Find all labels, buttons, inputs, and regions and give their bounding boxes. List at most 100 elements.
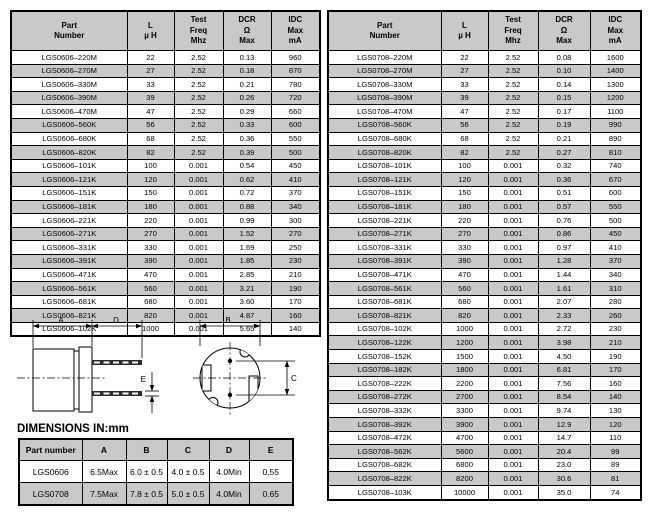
table-cell: 680: [440, 294, 489, 310]
table-cell: 5600: [440, 444, 489, 459]
table-cell: 340: [589, 267, 642, 283]
table-cell: 470: [440, 267, 489, 283]
table-cell: 370: [589, 253, 642, 269]
table-cell: 3900: [440, 417, 489, 432]
table-cell: LGS0708–102K: [327, 321, 442, 337]
table-row: LGS0606–271K 270 0.001 1.52 270: [10, 226, 321, 242]
table-cell: 1400: [589, 63, 642, 79]
table-cell: 0.001: [487, 321, 539, 337]
table-row: LGS0708–681K 680 0.001 2.07 280: [327, 294, 642, 310]
table-cell: LGS0606–151K: [10, 185, 128, 201]
table-cell: LGS0708–152K: [327, 349, 442, 364]
table-cell: 0.001: [487, 457, 539, 473]
table-cell: 1600: [589, 50, 642, 65]
column-header: Test Freq Mhz: [173, 10, 224, 51]
table-row: LGS0708–471K 470 0.001 1.44 340: [327, 267, 642, 283]
table-row: LGS0708–331K 330 0.001 0.97 410: [327, 240, 642, 255]
table-row: LGS0606–331K 330 0.001 1.69 250: [10, 240, 321, 255]
table-cell: 47: [440, 104, 489, 119]
table-cell: 150: [440, 185, 489, 201]
table-row: LGS0606–820K 82 2.52 0.39 500: [10, 145, 321, 160]
table-cell: 410: [589, 240, 642, 255]
table-cell: 0.29: [222, 104, 272, 119]
table-cell: 0.001: [487, 444, 539, 459]
table-row: LGS0606–220M 22 2.52 0.13 960: [10, 50, 321, 65]
table-cell: 2.52: [173, 90, 224, 106]
dim-label-e: E: [141, 375, 146, 384]
column-header: Test Freq Mhz: [487, 10, 539, 51]
table-cell: LGS0606–561K: [10, 281, 128, 296]
table-cell: 180: [440, 199, 489, 215]
table-cell: 0.001: [487, 335, 539, 351]
table-cell: 2.52: [173, 50, 224, 65]
inductor-base: [78, 346, 93, 413]
table-cell: 0.14: [537, 77, 591, 92]
table-cell: 140: [270, 321, 321, 337]
table-cell: 340: [270, 199, 321, 215]
table-cell: LGS0708–390M: [327, 90, 442, 106]
table-cell: 1200: [440, 335, 489, 351]
table-cell: 2.52: [487, 104, 539, 119]
table-cell: 6.0 ± 0.5: [125, 460, 168, 483]
table-cell: 2.52: [173, 104, 224, 119]
table-cell: 7.5Max: [81, 482, 127, 506]
table-cell: 2.52: [487, 131, 539, 147]
table-cell: LGS0708–272K: [327, 389, 442, 405]
table-cell: LGS0708–470M: [327, 104, 442, 119]
table-cell: LGS0606–221K: [10, 213, 128, 228]
table-cell: LGS0708–222K: [327, 376, 442, 391]
table-cell: 0.15: [537, 90, 591, 106]
table-cell: 0.001: [487, 417, 539, 432]
table-cell: 74: [589, 484, 642, 501]
table-cell: 220: [126, 213, 175, 228]
table-row: LGS0606–391K 390 0.001 1.85 230: [10, 253, 321, 269]
table-cell: 8.54: [537, 389, 591, 405]
table-cell: 0.88: [222, 199, 272, 215]
table-row: LGS0708–220M 22 2.52 0.08 1600: [327, 50, 642, 65]
column-header: DCR Ω Max: [537, 10, 591, 51]
table-row: LGS0708–330M 33 2.52 0.14 1300: [327, 77, 642, 92]
table-cell: 870: [270, 63, 321, 79]
table-cell: 0.26: [222, 90, 272, 106]
table-cell: 2200: [440, 376, 489, 391]
table-row: LGS0708–103K 10000 0.001 35.0 74: [327, 484, 642, 501]
table-cell: LGS0708–471K: [327, 267, 442, 283]
table-cell: LGS0606–471K: [10, 267, 128, 283]
table-row: LGS0606–471K 470 0.001 2.85 210: [10, 267, 321, 283]
table-cell: 10000: [440, 484, 489, 501]
table-cell: 230: [270, 253, 321, 269]
table-cell: 2.52: [487, 50, 539, 65]
table-cell: 2.52: [173, 145, 224, 160]
table-cell: 1.61: [537, 281, 591, 296]
table-cell: 260: [589, 308, 642, 323]
table-cell: 0.001: [487, 430, 539, 446]
table-cell: 140: [589, 389, 642, 405]
table-cell: LGS0606–271K: [10, 226, 128, 242]
table-cell: 210: [270, 267, 321, 283]
table-cell: 780: [270, 77, 321, 92]
notch-bottom-left: [207, 397, 219, 408]
table-cell: 0.001: [487, 281, 539, 296]
column-header: DCR Ω Max: [222, 10, 272, 51]
table-cell: LGS0606–390M: [10, 90, 128, 106]
table-cell: LGS0606: [18, 460, 83, 483]
table-cell: 0.001: [487, 484, 539, 501]
column-header: Part Number: [10, 10, 128, 51]
table-cell: 0.76: [537, 213, 591, 228]
table-cell: 3.60: [222, 294, 272, 310]
table-cell: 600: [589, 185, 642, 201]
table-row: LGS0606 6.5Max 6.0 ± 0.5 4.0 ± 0.5 4.0Min 0.5…: [18, 460, 294, 483]
inductor-body: [32, 348, 75, 412]
table-row: LGS0606–390M 39 2.52 0.26 720: [10, 90, 321, 106]
table-cell: LGS0708–182K: [327, 362, 442, 378]
table-row: LGS0708–272K 2700 0.001 8.54 140: [327, 389, 642, 405]
table-cell: LGS0606–331K: [10, 240, 128, 255]
table-row: LGS0606–681K 680 0.001 3.60 170: [10, 294, 321, 310]
table-cell: 0.55: [248, 460, 294, 483]
column-header: IDC Max mA: [270, 10, 321, 51]
table-cell: 23.0: [537, 457, 591, 473]
table-cell: 2.07: [537, 294, 591, 310]
right-slot: [248, 375, 259, 403]
pin-top: [227, 358, 233, 364]
table-cell: 1.44: [537, 267, 591, 283]
